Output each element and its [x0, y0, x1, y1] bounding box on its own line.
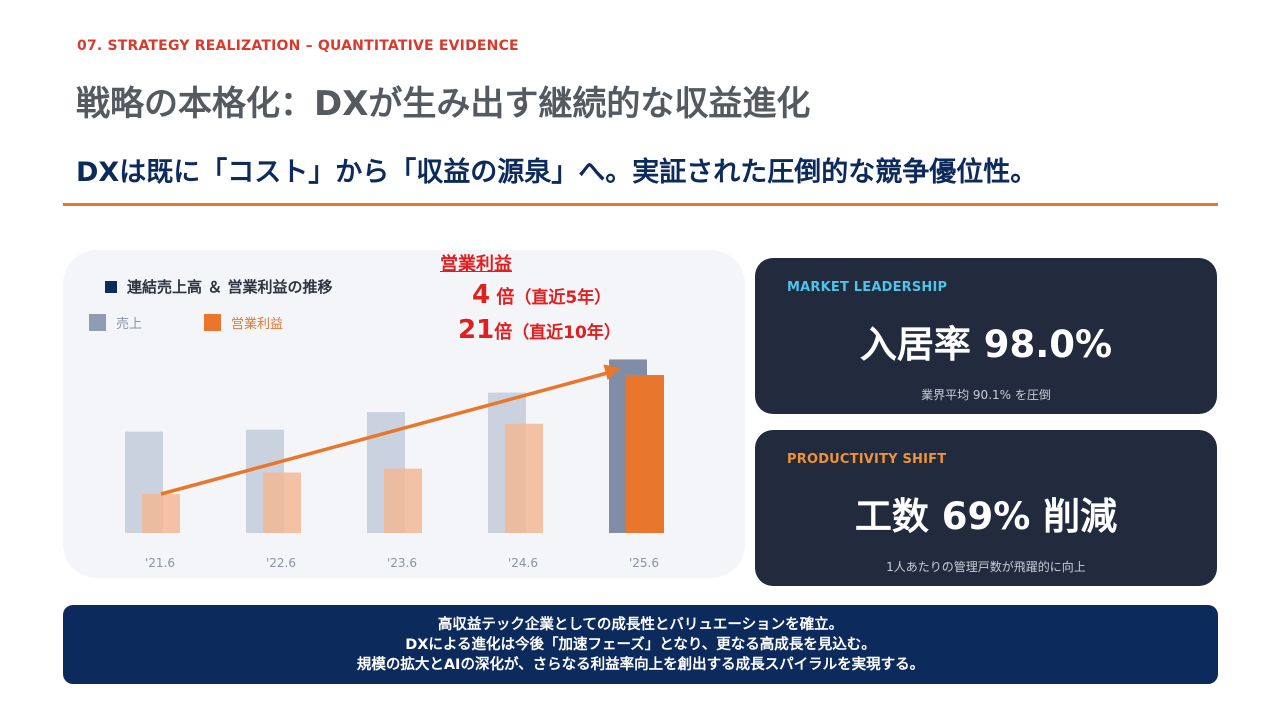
banner-line-3: 規模の拡大とAIの深化が、さらなる利益率向上を創出する成長スパイラルを実現する。: [356, 657, 925, 673]
banner-line-2: DXによる進化は今後「加速フェーズ」となり、更なる高成長を見込む。: [405, 637, 876, 653]
x-tick-label: '22.6: [266, 556, 296, 570]
section-eyebrow: 07. STRATEGY REALIZATION – QUANTITATIVE …: [77, 38, 519, 54]
profit-bar: [384, 468, 422, 533]
trend-arrow-line: [160, 370, 612, 496]
profit-bar: [505, 423, 543, 533]
legend-profit-label: 営業利益: [231, 317, 284, 332]
occupancy-rate-value: 入居率 98.0%: [859, 323, 1113, 366]
chart-title: 連結売上高 ＆ 営業利益の推移: [105, 276, 332, 297]
annotation-10yr-note: （直近10年）: [512, 323, 621, 343]
card-label: MARKET LEADERSHIP: [787, 280, 948, 295]
x-tick-label: '25.6: [629, 556, 659, 570]
annotation-10yr: 21倍（直近10年）: [458, 315, 621, 345]
chart-title-text: 連結売上高 ＆ 営業利益の推移: [127, 278, 333, 296]
orange-divider: [63, 203, 1218, 206]
workload-note: 1人あたりの管理戸数が飛躍的に向上: [886, 560, 1086, 574]
legend-profit: 営業利益: [204, 313, 283, 332]
x-tick-label: '23.6: [387, 556, 417, 570]
legend-sales: 売上: [89, 313, 142, 332]
legend-sales-label: 売上: [116, 317, 143, 332]
profit-bar: [142, 494, 180, 533]
annotation-5yr: 4 倍（直近5年）: [472, 280, 611, 310]
banner-line-1: 高収益テック企業としての成長性とバリュエーションを確立。: [437, 617, 844, 633]
card-label: PRODUCTIVITY SHIFT: [787, 452, 947, 467]
annotation-5yr-note: （直近5年）: [514, 288, 612, 308]
profit-bar: [263, 472, 301, 533]
annotation-5yr-unit: 倍: [490, 287, 515, 308]
occupancy-note: 業界平均 90.1% を圧倒: [921, 388, 1051, 402]
annotation-10yr-number: 21: [458, 315, 495, 345]
legend-profit-swatch: [204, 314, 221, 331]
conclusion-banner: 高収益テック企業としての成長性とバリュエーションを確立。 DXによる進化は今後「…: [63, 605, 1218, 684]
x-tick-label: '24.6: [508, 556, 538, 570]
productivity-shift-card: PRODUCTIVITY SHIFT 工数 69% 削減 1人あたりの管理戸数が…: [755, 430, 1217, 586]
annotation-10yr-unit: 倍: [494, 322, 513, 343]
annotation-5yr-number: 4: [472, 280, 491, 310]
legend-title-marker: [105, 280, 117, 293]
page-title: 戦略の本格化：DXが生み出す継続的な収益進化: [76, 84, 811, 124]
market-leadership-card: MARKET LEADERSHIP 入居率 98.0% 業界平均 90.1% を…: [755, 258, 1217, 414]
page-subtitle: DXは既に「コスト」から「収益の源泉」へ。実証された圧倒的な競争優位性。: [76, 157, 1038, 188]
trend-arrowhead: [603, 364, 621, 380]
profit-bar: [626, 375, 664, 533]
annotation-heading: 営業利益: [440, 254, 512, 275]
x-tick-label: '21.6: [145, 556, 175, 570]
legend-sales-swatch: [89, 314, 106, 331]
workload-reduction-value: 工数 69% 削減: [854, 495, 1118, 538]
